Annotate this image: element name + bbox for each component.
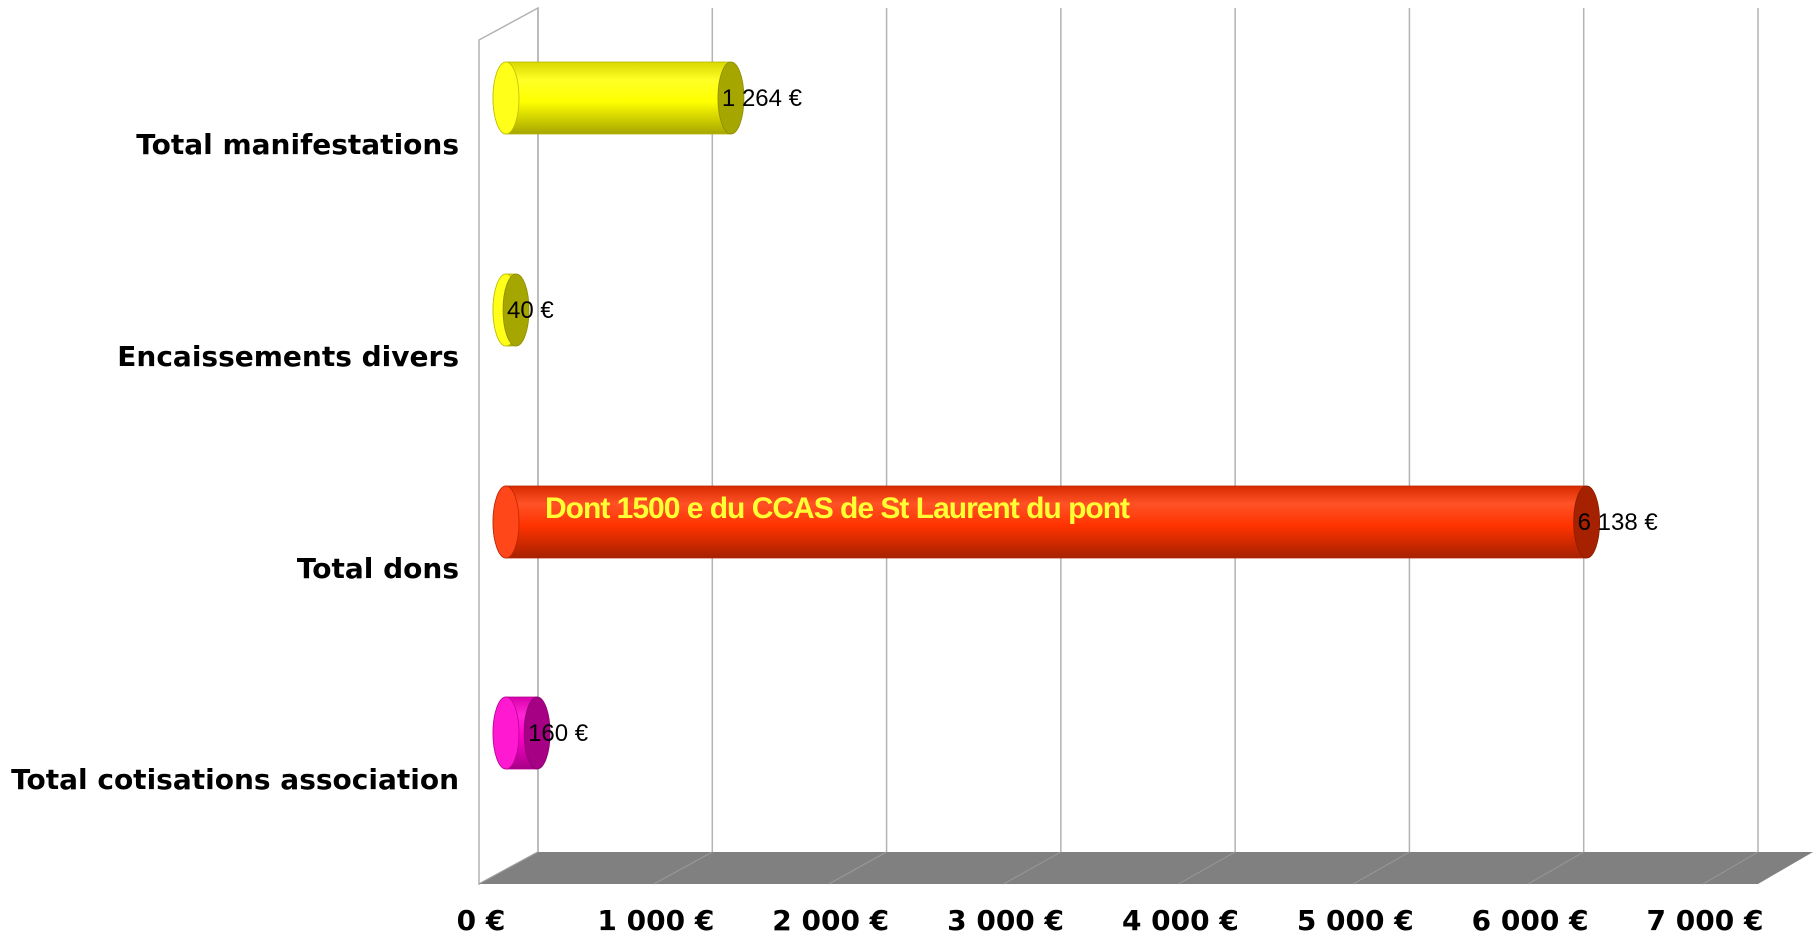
bar-1 [492,273,530,347]
floor-gridline [1702,851,1759,885]
x-tick-label: 2 000 € [772,904,889,937]
category-label: Encaissements divers [117,340,459,373]
data-label: 40 € [507,297,554,324]
bar-3 [492,696,551,770]
floor-gridline [1003,851,1062,885]
bar-start-cap [492,696,520,770]
bar-body [492,61,732,135]
x-tick-label: 0 € [457,904,506,937]
x-tick-label: 5 000 € [1297,904,1414,937]
x-tick-label: 3 000 € [947,904,1064,937]
bar-2 [492,485,1601,559]
bar-end-cap [502,273,530,347]
category-label: Total manifestations [136,128,459,161]
bar-end-cap [1573,485,1601,559]
floor-gridline [478,851,539,885]
bar-annotation: Dont 1500 e du CCAS de St Laurent du pon… [545,492,1130,525]
floor-gridline [1353,851,1410,885]
bar-0 [492,61,745,135]
bar-end-cap [717,61,745,135]
floor-gridline [1527,851,1584,885]
x-tick-label: 4 000 € [1122,904,1239,937]
bar-start-cap [492,61,520,135]
floor-gridline [828,851,887,885]
data-label: 1 264 € [722,85,803,112]
floor-gridline [653,851,713,885]
x-tick-label: 7 000 € [1647,904,1764,937]
x-tick-label: 6 000 € [1472,904,1589,937]
floor [479,852,1813,884]
data-label: 160 € [528,720,589,747]
x-tick-label: 1 000 € [597,904,714,937]
data-label: 6 138 € [1578,509,1659,536]
category-label: Total cotisations association [11,763,459,796]
category-label: Total dons [297,552,459,585]
bar-end-cap [523,696,551,770]
floor-gridline [1178,851,1236,885]
bar-start-cap [492,485,520,559]
